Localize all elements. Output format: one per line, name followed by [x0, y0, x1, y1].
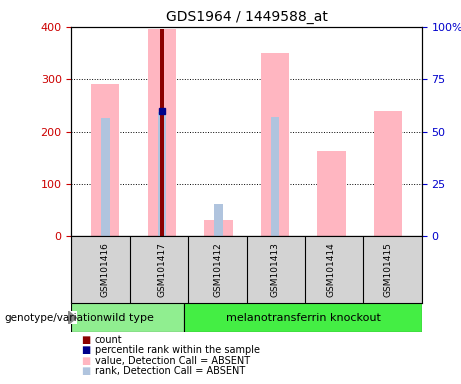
Bar [261, 53, 289, 236]
Text: GSM101416: GSM101416 [101, 242, 110, 297]
Text: ■: ■ [81, 366, 90, 376]
Text: GSM101414: GSM101414 [327, 242, 336, 297]
Text: ■: ■ [81, 356, 90, 366]
Title: GDS1964 / 1449588_at: GDS1964 / 1449588_at [165, 10, 328, 25]
Bar [271, 117, 279, 236]
Text: GSM101412: GSM101412 [214, 242, 223, 297]
Text: percentile rank within the sample: percentile rank within the sample [95, 345, 260, 355]
Text: count: count [95, 335, 122, 345]
Text: rank, Detection Call = ABSENT: rank, Detection Call = ABSENT [95, 366, 245, 376]
Text: value, Detection Call = ABSENT: value, Detection Call = ABSENT [95, 356, 249, 366]
Bar [317, 151, 346, 236]
Text: GSM101413: GSM101413 [271, 242, 279, 297]
Text: ■: ■ [81, 335, 90, 345]
Bar [160, 30, 164, 236]
Bar [158, 112, 166, 236]
Bar [374, 111, 402, 236]
Text: ■: ■ [81, 345, 90, 355]
Text: melanotransferrin knockout: melanotransferrin knockout [226, 313, 381, 323]
Bar [101, 118, 110, 236]
Bar [71, 303, 184, 332]
Text: genotype/variation: genotype/variation [5, 313, 104, 323]
Bar [204, 220, 232, 236]
Bar [184, 303, 422, 332]
Text: GSM101415: GSM101415 [384, 242, 392, 297]
Text: wild type: wild type [102, 313, 154, 323]
Bar [91, 84, 119, 236]
Polygon shape [68, 311, 77, 324]
Bar [148, 30, 176, 236]
Text: GSM101417: GSM101417 [157, 242, 166, 297]
Bar [214, 204, 223, 236]
